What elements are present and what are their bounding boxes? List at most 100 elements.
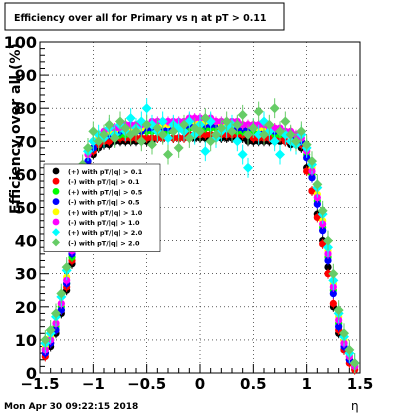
data-point: [280, 116, 291, 127]
data-point: [131, 126, 141, 137]
legend-label: (+) with pT/|q| > 1.0: [68, 209, 143, 218]
data-point: [308, 174, 316, 182]
x-tick-label: 0.5: [240, 375, 267, 393]
y-tick-label: 0: [26, 364, 37, 383]
data-point: [317, 205, 328, 216]
data-point: [61, 262, 72, 273]
data-point: [136, 136, 147, 147]
data-point: [120, 123, 131, 134]
x-tick-labels: −1.5 −1 −0.5 0 0.5 1 1.5: [20, 375, 373, 393]
legend-frame: [43, 163, 161, 252]
data-point: [313, 200, 321, 208]
data-point: [141, 119, 152, 130]
data-point: [164, 117, 172, 126]
legend-label: (+) with pT/|q| > 2.0: [68, 229, 143, 238]
y-tick-label: 20: [15, 298, 37, 317]
data-point: [339, 328, 349, 339]
y-tick-label: 40: [15, 232, 37, 251]
data-point: [195, 126, 205, 137]
data-point: [125, 113, 136, 124]
legend-label: (-) with pT/|q| > 0.5: [68, 199, 140, 208]
data-point: [329, 299, 337, 308]
data-point: [333, 305, 344, 316]
data-point: [83, 142, 93, 153]
legend-marker: [52, 167, 60, 175]
data-point: [349, 358, 360, 369]
data-point: [323, 235, 333, 246]
data-point: [237, 109, 248, 120]
data-point: [143, 134, 151, 142]
data-point: [141, 103, 152, 114]
legend-label: (+) with pT/|q| > 0.5: [68, 188, 143, 197]
axis-ticks: [39, 41, 361, 374]
data-point: [115, 116, 125, 127]
x-tick-label: 0: [195, 375, 205, 393]
data-point: [45, 324, 56, 335]
data-point: [271, 124, 279, 132]
data-point: [243, 129, 253, 140]
data-point: [201, 131, 209, 139]
data-point: [344, 344, 355, 355]
data-point: [253, 106, 264, 117]
y-tick-label: 100: [4, 33, 37, 52]
legend-marker: [52, 208, 60, 216]
data-point: [303, 167, 311, 175]
data-point: [248, 123, 259, 134]
title-box: Efficiency over all for Primary vs η at …: [4, 2, 285, 31]
legend-entry: (-) with pT/|q| > 1.0: [52, 218, 140, 228]
data-point: [52, 326, 60, 334]
data-point: [57, 306, 65, 314]
data-point: [264, 119, 275, 130]
legend-marker: [52, 228, 60, 237]
data-point: [221, 116, 232, 127]
data-point: [232, 136, 243, 147]
data-point: [227, 126, 237, 137]
data-point: [324, 270, 332, 278]
data-point: [88, 126, 99, 137]
data-point: [51, 308, 61, 319]
data-point: [329, 289, 337, 298]
x-tick-label: −1.5: [20, 375, 59, 393]
data-point: [93, 136, 104, 147]
data-point: [269, 136, 280, 147]
data-point: [308, 187, 316, 195]
data-point: [232, 119, 243, 130]
legend-entry: (+) with pT/|q| > 2.0: [52, 228, 143, 238]
legend-label: (-) with pT/|q| > 1.0: [68, 219, 140, 228]
data-point: [147, 139, 157, 150]
legend-entry: (-) with pT/|q| > 0.5: [52, 198, 140, 208]
data-point: [296, 126, 307, 137]
data-point: [99, 129, 109, 140]
data-point: [109, 132, 120, 143]
y-tick-label: 10: [15, 331, 37, 350]
data-point: [243, 162, 253, 173]
data-point: [216, 123, 227, 134]
legend-entry: (-) with pT/|q| > 0.1: [52, 177, 140, 187]
legend-entry: (+) with pT/|q| > 0.5: [52, 188, 143, 197]
y-axis-label: Efficiency over all (%): [8, 43, 24, 214]
data-point: [200, 113, 211, 124]
data-point: [168, 126, 179, 137]
data-point: [324, 263, 332, 271]
legend-label: (-) with pT/|q| > 2.0: [68, 239, 140, 248]
data-point: [184, 132, 195, 143]
data-point: [163, 149, 173, 160]
data-point: [205, 136, 216, 147]
data-point: [319, 227, 327, 235]
data-point: [301, 139, 312, 150]
legend-label: (+) with pT/|q| > 0.1: [68, 168, 143, 177]
data-point: [328, 268, 339, 279]
data-point: [307, 156, 317, 167]
data-point: [40, 334, 51, 345]
y-tick-label: 80: [15, 99, 37, 118]
data-point: [157, 116, 168, 127]
data-point: [179, 119, 189, 130]
x-axis-label: η: [351, 399, 359, 413]
data-point: [152, 123, 163, 134]
timestamp: Mon Apr 30 09:22:15 2018: [4, 402, 138, 412]
legend-marker: [52, 218, 60, 226]
data-point: [285, 129, 296, 140]
data-point: [105, 137, 113, 145]
y-tick-label: 70: [15, 132, 37, 151]
